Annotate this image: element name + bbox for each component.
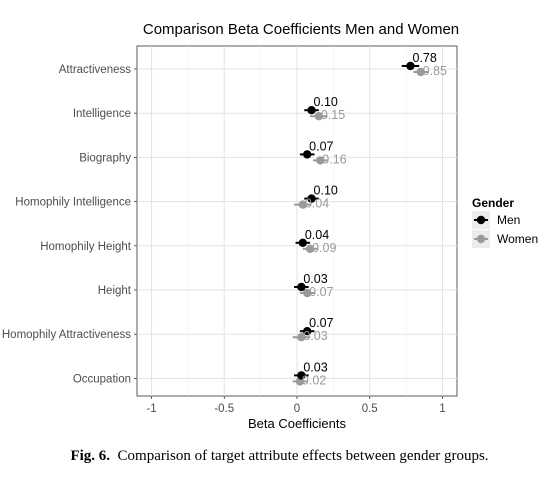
men-point bbox=[307, 194, 316, 203]
women-data-label: 0.15 bbox=[321, 108, 345, 122]
figure-caption: Fig. 6. Comparison of target attribute e… bbox=[0, 448, 559, 465]
women-data-label: 0.09 bbox=[312, 241, 336, 255]
men-point bbox=[307, 106, 316, 115]
women-point bbox=[305, 244, 315, 253]
figure-caption-label: Fig. 6. bbox=[70, 448, 111, 464]
x-tick-label: 0 bbox=[294, 403, 300, 415]
men-data-label: 0.03 bbox=[303, 360, 327, 374]
legend-title: Gender bbox=[472, 196, 514, 210]
figure-caption-text: Comparison of target attribute effects b… bbox=[117, 448, 489, 464]
men-data-label: 0.10 bbox=[314, 95, 338, 109]
men-point bbox=[298, 238, 308, 247]
men-point bbox=[297, 282, 306, 292]
men-data-label: 0.07 bbox=[309, 139, 333, 153]
y-tick-label: Height bbox=[98, 285, 132, 297]
men-point bbox=[302, 150, 312, 159]
y-tick-label: Intelligence bbox=[73, 108, 131, 120]
men-data-label: 0.78 bbox=[412, 51, 436, 65]
legend-key-point bbox=[476, 215, 486, 225]
men-data-label: 0.10 bbox=[314, 184, 338, 198]
x-axis: -1 -0.5 0 0.5 1 bbox=[146, 396, 446, 415]
women-point bbox=[297, 333, 306, 342]
women-data-label: 0.04 bbox=[305, 197, 329, 211]
women-data-label: 0.07 bbox=[309, 285, 333, 299]
women-data-label: 0.85 bbox=[423, 64, 447, 78]
beta-coefficients-chart: Comparison Beta Coefficients Men and Wom… bbox=[2, 21, 538, 431]
women-point bbox=[316, 156, 325, 165]
men-data-label: 0.04 bbox=[305, 228, 329, 242]
y-tick-label: Homophily Intelligence bbox=[15, 197, 131, 209]
legend-key-point bbox=[476, 234, 486, 244]
men-data-label: 0.03 bbox=[303, 272, 327, 286]
data-marks: 0.850.150.160.040.090.070.030.020.780.10… bbox=[292, 51, 447, 387]
y-tick-label: Attractiveness bbox=[59, 64, 131, 76]
y-axis: Attractiveness Intelligence Biography Homop… bbox=[2, 64, 137, 385]
y-tick-label: Biography bbox=[79, 152, 131, 164]
x-tick-label: -1 bbox=[146, 403, 156, 415]
women-data-label: 0.03 bbox=[303, 329, 327, 343]
y-tick-label: Occupation bbox=[73, 373, 131, 385]
chart-title: Comparison Beta Coefficients Men and Wom… bbox=[143, 21, 459, 38]
women-point bbox=[298, 200, 308, 209]
x-tick-label: 1 bbox=[439, 403, 445, 415]
women-point bbox=[314, 112, 324, 121]
x-tick-label: 0.5 bbox=[362, 403, 378, 415]
x-axis-label: Beta Coefficients bbox=[248, 416, 347, 431]
legend: Gender Men Women bbox=[472, 196, 538, 248]
women-point bbox=[302, 288, 312, 298]
y-tick-label: Homophily Height bbox=[40, 241, 132, 253]
women-data-label: 0.16 bbox=[322, 152, 346, 166]
men-point bbox=[297, 371, 306, 380]
women-point bbox=[416, 67, 425, 77]
women-data-label: 0.02 bbox=[302, 373, 326, 387]
y-tick-label: Homophily Attractiveness bbox=[2, 329, 131, 341]
legend-label: Men bbox=[497, 213, 520, 227]
men-data-label: 0.07 bbox=[309, 316, 333, 330]
x-tick-label: -0.5 bbox=[214, 403, 234, 415]
legend-label: Women bbox=[497, 232, 538, 246]
men-point bbox=[406, 61, 415, 71]
men-point bbox=[302, 327, 312, 336]
